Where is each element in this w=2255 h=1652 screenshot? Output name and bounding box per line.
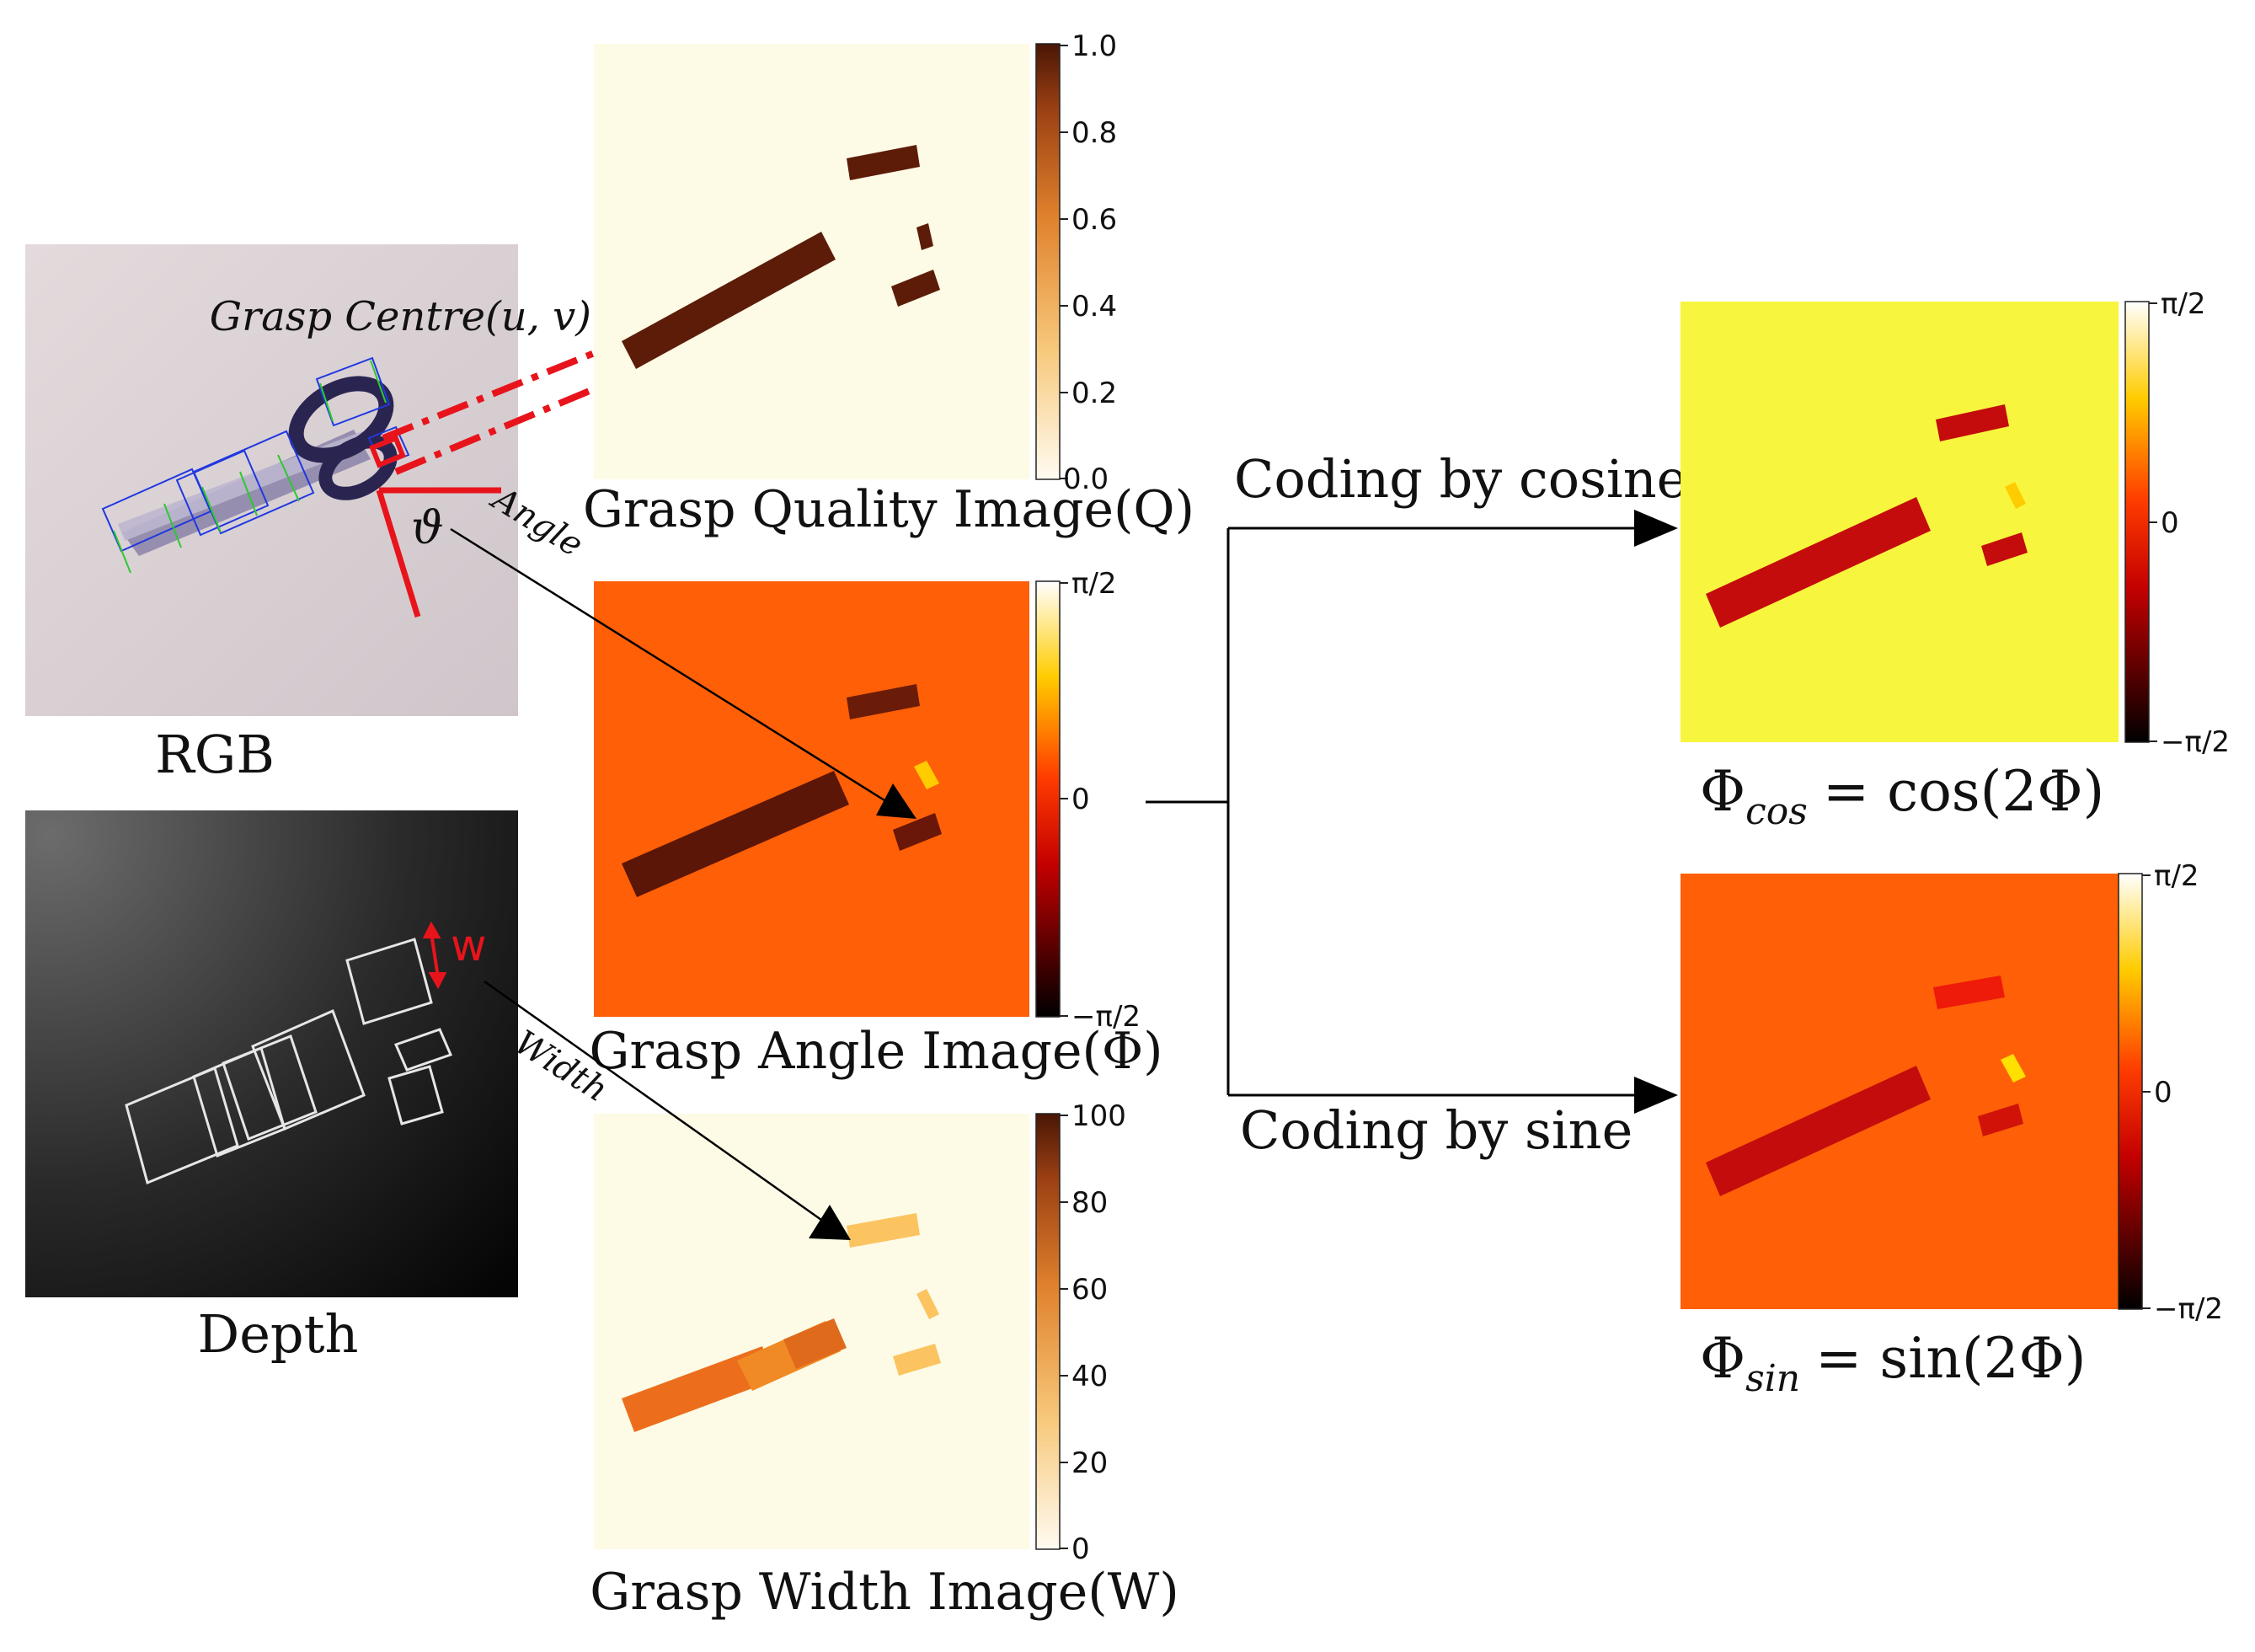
depth-image: w Width Depth	[25, 810, 614, 1365]
angle-arrow	[450, 527, 885, 802]
angle-caption: Grasp Angle Image(Φ)	[589, 1022, 1162, 1081]
quality-map: 1.0 0.8 0.6 0.4 0.2 0.0 Grasp Quality Im…	[583, 29, 1194, 539]
width-tick-label: 80	[1071, 1186, 1108, 1220]
cos-tick-label: 0	[2161, 506, 2179, 540]
grasp-rectangles-depth	[125, 938, 453, 1185]
sin-tick-label: π/2	[2154, 859, 2199, 893]
angle-grasp-regions	[622, 684, 942, 897]
quality-tick-label: 1.0	[1071, 29, 1117, 63]
cos-tick-label: −π/2	[2161, 725, 2230, 759]
width-tick-label: 20	[1071, 1446, 1108, 1480]
width-tick-label: 0	[1071, 1532, 1090, 1566]
width-arrow-line	[484, 980, 822, 1222]
depth-caption: Depth	[198, 1303, 359, 1365]
quality-tick-label: 0.4	[1071, 290, 1117, 323]
angle-tick-label: π/2	[1071, 567, 1117, 601]
coding-sine-label: Coding by sine	[1240, 1099, 1632, 1161]
rgb-caption: RGB	[155, 724, 275, 785]
width-tick-label: 100	[1071, 1099, 1126, 1133]
rgb-image: Grasp Centre(u, v) ϑ Angle RGB	[25, 244, 591, 785]
angle-map: π/2 0 −π/2 Grasp Angle Image(Φ)	[589, 567, 1162, 1081]
grasp-centre-marker	[369, 435, 406, 468]
sin-tick-label: −π/2	[2154, 1292, 2223, 1326]
width-map: 100 80 60 40 20 0 Grasp Width Image(W)	[590, 1099, 1178, 1622]
coding-cosine-label: Coding by cosine	[1234, 448, 1687, 510]
angle-tick-label: −π/2	[1071, 1000, 1141, 1034]
cos-map: π/2 0 −π/2 Φcos = cos(2Φ)	[1681, 287, 2230, 833]
angle-axes	[376, 487, 501, 618]
cos-caption: Φcos = cos(2Φ)	[1700, 759, 2104, 833]
width-tick-label: 60	[1071, 1273, 1108, 1307]
theta-symbol: ϑ	[411, 501, 444, 554]
sin-caption: Φsin = sin(2Φ)	[1700, 1326, 2086, 1400]
cos-grasp-regions	[1706, 404, 2028, 628]
quality-caption: Grasp Quality Image(Q)	[583, 480, 1194, 539]
width-caption: Grasp Width Image(W)	[590, 1563, 1178, 1622]
quality-tick-label: 0.6	[1071, 203, 1117, 237]
quality-grasp-regions	[622, 145, 940, 369]
quality-tick-label: 0.0	[1063, 462, 1109, 496]
annotation-arrows	[450, 527, 916, 1240]
width-grasp-regions	[622, 1213, 941, 1432]
sin-grasp-regions	[1706, 976, 2026, 1196]
quality-tick-label: 0.2	[1071, 377, 1117, 410]
coding-connector	[1146, 510, 1678, 1114]
w-symbol: w	[451, 921, 487, 971]
width-arrow	[422, 921, 447, 990]
sin-tick-label: 0	[2154, 1076, 2172, 1109]
cos-tick-label: π/2	[2161, 287, 2206, 321]
sin-map: π/2 0 −π/2 Φsin = sin(2Φ)	[1681, 859, 2223, 1400]
quality-colorbar-ticks	[1060, 45, 1068, 479]
width-tick-label: 40	[1071, 1360, 1108, 1393]
grasp-centre-label: Grasp Centre(u, v)	[210, 293, 591, 340]
angle-tick-label: 0	[1071, 783, 1090, 816]
quality-tick-label: 0.8	[1071, 116, 1117, 150]
